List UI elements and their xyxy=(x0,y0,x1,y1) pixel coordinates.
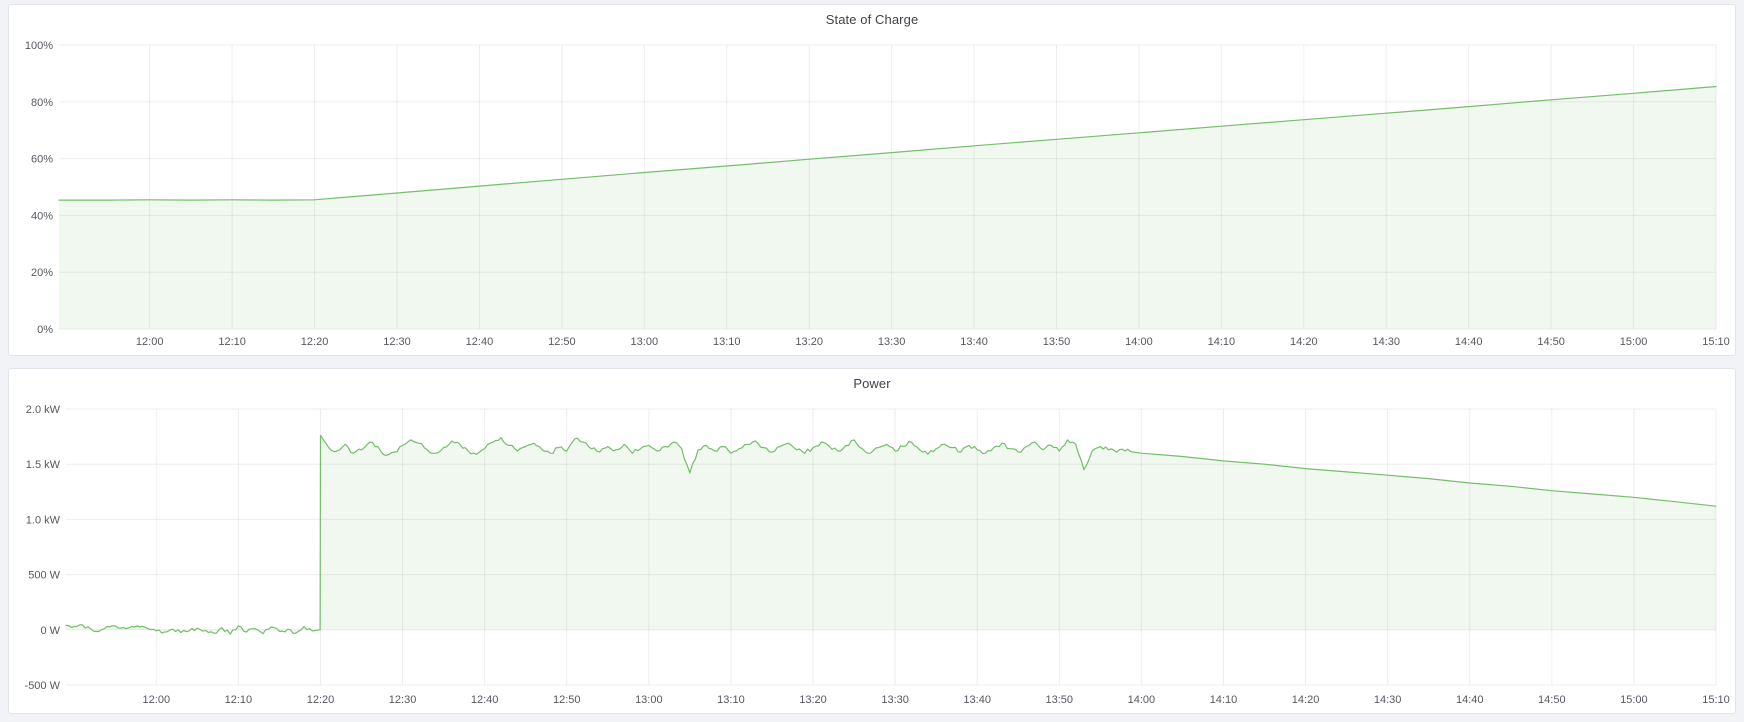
panel-power: Power 12:00 12:10 12:20 12:30 12:40 12:50 13:0… xyxy=(8,368,1736,714)
x-tick-label: 15:10 xyxy=(1702,694,1730,706)
x-tick-label: 12:20 xyxy=(307,694,335,706)
power-panel-header[interactable]: Power xyxy=(9,369,1735,397)
y-tick-label: 80% xyxy=(31,97,53,109)
power-panel-title[interactable]: Power xyxy=(853,375,891,391)
x-tick-label: 13:00 xyxy=(635,694,663,706)
y-tick-label: 0% xyxy=(37,324,53,336)
series-area xyxy=(66,435,1716,635)
x-tick-label: 14:30 xyxy=(1372,336,1400,348)
x-tick-label: 12:40 xyxy=(466,336,494,348)
series-area xyxy=(59,86,1716,329)
x-tick-label: 14:30 xyxy=(1374,694,1402,706)
x-tick-label: 15:00 xyxy=(1620,694,1648,706)
x-tick-label: 13:30 xyxy=(881,694,909,706)
x-tick-label: 13:40 xyxy=(963,694,991,706)
x-tick-label: 12:50 xyxy=(553,694,581,706)
y-tick-label: 100% xyxy=(25,40,53,52)
x-tick-label: 14:10 xyxy=(1210,694,1238,706)
x-tick-label: 14:20 xyxy=(1292,694,1320,706)
y-tick-label: 1.0 kW xyxy=(26,514,61,526)
x-tick-label: 12:50 xyxy=(548,336,576,348)
x-tick-label: 12:30 xyxy=(383,336,411,348)
y-tick-label: 20% xyxy=(31,267,53,279)
x-tick-label: 14:10 xyxy=(1208,336,1236,348)
soc-panel-title[interactable]: State of Charge xyxy=(825,11,919,27)
x-tick-label: 14:50 xyxy=(1537,336,1565,348)
x-tick-label: 12:00 xyxy=(143,694,171,706)
series-line xyxy=(65,434,1717,635)
x-tick-label: 12:00 xyxy=(136,336,164,348)
y-tick-label: 500 W xyxy=(28,570,60,582)
y-tick-label: 60% xyxy=(31,154,53,166)
panel-state-of-charge: State of Charge 12:00 12:10 12:20 12:30 12:4… xyxy=(8,4,1736,356)
x-tick-label: 14:40 xyxy=(1456,694,1484,706)
x-tick-label: 13:20 xyxy=(795,336,823,348)
x-tick-label: 13:20 xyxy=(799,694,827,706)
x-tick-label: 13:10 xyxy=(713,336,741,348)
x-tick-label: 13:30 xyxy=(878,336,906,348)
x-tick-label: 12:40 xyxy=(471,694,499,706)
series-line xyxy=(58,85,1717,201)
soc-chart[interactable]: 12:00 12:10 12:20 12:30 12:40 12:50 13:00 13:10… xyxy=(9,33,1733,353)
x-tick-label: 12:30 xyxy=(389,694,417,706)
x-tick-label: 13:40 xyxy=(960,336,988,348)
x-tick-label: 15:10 xyxy=(1702,336,1730,348)
x-tick-label: 14:00 xyxy=(1125,336,1153,348)
y-tick-label: 40% xyxy=(31,210,53,222)
x-tick-label: 14:50 xyxy=(1538,694,1566,706)
x-tick-label: 14:00 xyxy=(1128,694,1156,706)
y-tick-label: 0 W xyxy=(40,625,60,637)
y-tick-label: 2.0 kW xyxy=(26,404,61,416)
x-tick-label: 12:20 xyxy=(301,336,329,348)
x-tick-label: 14:20 xyxy=(1290,336,1318,348)
y-tick-label: 1.5 kW xyxy=(26,459,61,471)
x-tick-label: 13:50 xyxy=(1046,694,1074,706)
x-tick-label: 15:00 xyxy=(1620,336,1648,348)
x-tick-label: 13:00 xyxy=(631,336,659,348)
x-tick-label: 13:10 xyxy=(717,694,745,706)
power-chart[interactable]: 12:00 12:10 12:20 12:30 12:40 12:50 13:00 13:10… xyxy=(9,397,1733,711)
x-tick-label: 13:50 xyxy=(1043,336,1071,348)
x-tick-label: 12:10 xyxy=(225,694,253,706)
soc-panel-header[interactable]: State of Charge xyxy=(9,5,1735,33)
x-tick-label: 14:40 xyxy=(1455,336,1483,348)
x-tick-label: 12:10 xyxy=(218,336,246,348)
y-tick-label: -500 W xyxy=(25,680,61,692)
